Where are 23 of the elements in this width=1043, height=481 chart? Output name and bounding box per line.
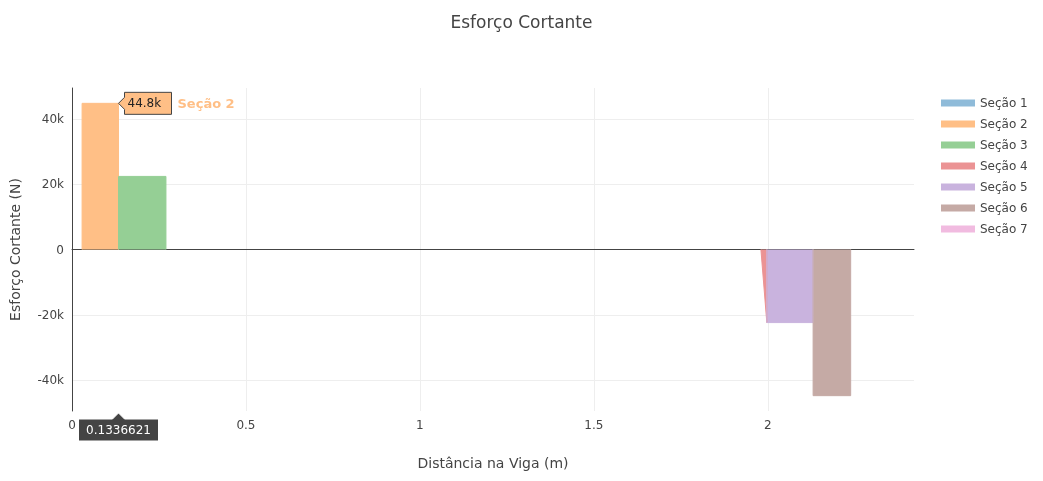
y-tick-label: 0 (56, 242, 64, 257)
x-tick-label: 0.5 (236, 418, 256, 432)
y-tick-label: 20k (41, 177, 65, 192)
y-tick-label: -40k (37, 373, 65, 388)
x-tick-label: 2 (764, 418, 772, 432)
y-axis-title: Esforço Cortante (N) (7, 178, 23, 321)
y-tick-label: 40k (41, 111, 65, 126)
legend-label: Seção 2 (980, 117, 1028, 131)
x-axis-title: Distância na Viga (m) (417, 455, 569, 471)
legend-label: Seção 1 (980, 96, 1028, 110)
legend-label: Seção 5 (980, 180, 1028, 194)
legend-label: Seção 7 (980, 222, 1028, 236)
chart-title: Esforço Cortante (450, 11, 593, 32)
legend-label: Seção 6 (980, 201, 1028, 215)
text: 0.1336621 (86, 423, 151, 437)
legend-label: Seção 3 (980, 138, 1028, 152)
annotation: 44.8k (127, 96, 162, 111)
x-tick-label: 1 (416, 418, 424, 432)
y-tick-label: -20k (37, 307, 65, 322)
x-tick-label: 0 (68, 418, 76, 432)
legend-label: Seção 4 (980, 159, 1028, 173)
x-tick-label: 1.5 (584, 418, 604, 432)
annotation: Seção 2 (177, 95, 235, 111)
